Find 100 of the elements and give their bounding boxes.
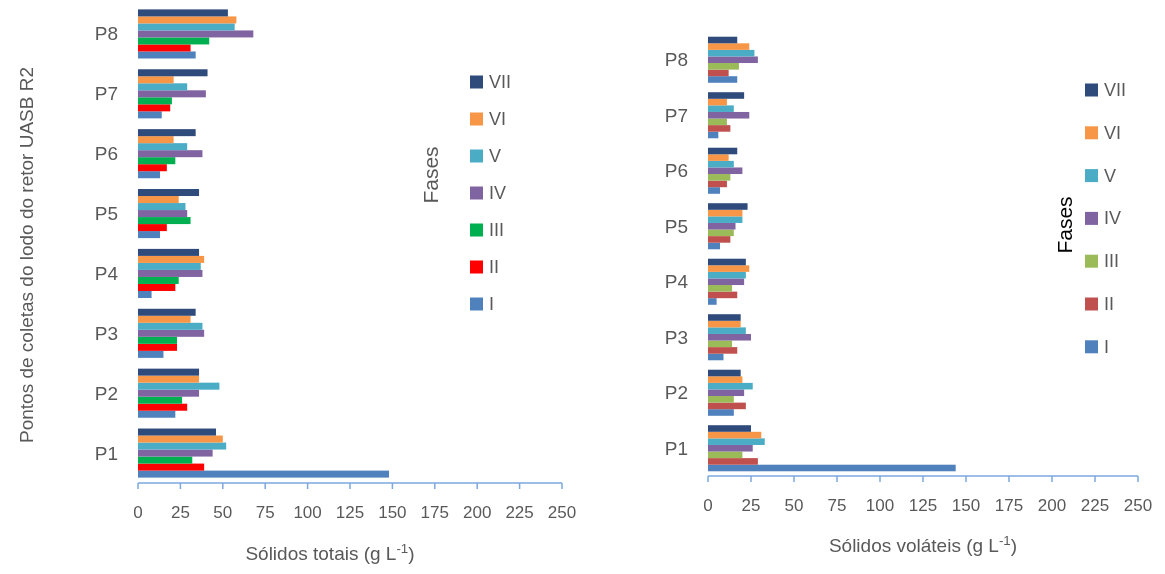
bar [138, 9, 228, 17]
y-tick-label: P7 [664, 104, 688, 126]
bar [708, 222, 736, 230]
bar [708, 167, 743, 175]
bar [138, 210, 188, 218]
bar [708, 187, 721, 194]
bar [138, 449, 213, 457]
x-tick-label: 150 [378, 502, 407, 522]
bar [138, 37, 210, 45]
bar [138, 143, 188, 151]
x-tick-label: 200 [463, 502, 492, 522]
bar [708, 174, 731, 181]
x-tick-label: 50 [213, 502, 233, 522]
y-tick-label: P4 [94, 262, 119, 284]
bar [138, 396, 183, 404]
bar [138, 224, 167, 232]
bar [138, 189, 200, 197]
bar [138, 322, 203, 330]
bar [138, 76, 174, 84]
bar [138, 157, 176, 165]
bar [138, 276, 179, 284]
bar [138, 30, 254, 38]
x-tick-label: 225 [505, 502, 534, 522]
x-tick-label: 250 [547, 502, 577, 522]
legend-label: IV [1104, 208, 1122, 229]
legend-label: IV [489, 183, 507, 203]
bar [708, 320, 741, 328]
bar [708, 258, 746, 266]
y-tick-label: P2 [94, 382, 118, 404]
bar [138, 350, 164, 358]
legend-label: II [489, 257, 500, 277]
bar [138, 389, 200, 397]
x-tick-label: 225 [1080, 495, 1110, 515]
bar [138, 23, 235, 31]
bar [708, 154, 729, 161]
bar [708, 105, 734, 112]
bar [138, 375, 200, 383]
bar [708, 347, 738, 354]
x-tick-label: 250 [1123, 495, 1153, 515]
bar [708, 242, 721, 250]
y-tick-label: P1 [664, 437, 688, 459]
bar [708, 458, 758, 465]
x-tick-label: 175 [994, 495, 1024, 515]
bar [138, 403, 188, 411]
y-tick-label: P6 [664, 160, 688, 182]
bar [138, 308, 196, 316]
y-tick-label: P8 [664, 49, 688, 71]
legend-label: VII [1104, 80, 1127, 100]
x-tick-label: 0 [133, 502, 143, 522]
bar [708, 278, 745, 286]
bar [708, 180, 727, 188]
bar [708, 376, 743, 383]
bar [708, 451, 743, 459]
x-tick-label: 75 [255, 502, 275, 522]
y-tick-label: P1 [94, 442, 118, 464]
bar [138, 111, 162, 119]
bar [708, 43, 750, 50]
bar [138, 203, 186, 211]
bar [708, 118, 727, 126]
x-tick-label: 50 [784, 495, 804, 515]
y-tick-label: P3 [94, 322, 118, 344]
bar [708, 314, 741, 321]
bar [708, 160, 734, 168]
bar [708, 265, 750, 272]
bar [138, 44, 191, 52]
bar [138, 231, 161, 239]
bar [138, 248, 200, 256]
legend-title: Fases [418, 146, 442, 204]
bar [708, 76, 738, 83]
bar [708, 431, 762, 439]
bar [708, 216, 743, 223]
y-tick-label: P5 [664, 215, 688, 237]
bar [708, 229, 734, 237]
bar [138, 463, 205, 471]
bar [138, 470, 390, 478]
legend-label: V [1104, 165, 1117, 186]
bar [708, 36, 738, 44]
legend-label: I [489, 294, 495, 314]
bar [138, 83, 188, 91]
bar [708, 98, 727, 106]
bar [138, 171, 161, 179]
y-axis-title: Pontos de coletas do lodo do retor UASB R2 [15, 66, 37, 444]
y-tick-label: P2 [664, 382, 688, 404]
legend-label: III [489, 220, 505, 240]
bar [138, 456, 193, 464]
bar [138, 410, 176, 418]
x-tick-label: 75 [827, 495, 847, 515]
bar [138, 262, 201, 270]
bar [708, 438, 765, 445]
y-tick-label: P4 [664, 271, 689, 293]
bar [138, 97, 172, 105]
bar [138, 255, 205, 263]
bar [708, 402, 746, 410]
bar [138, 428, 217, 436]
bar [138, 283, 176, 291]
legend-label: VI [1104, 122, 1122, 143]
bar [708, 298, 717, 305]
bar [708, 340, 733, 348]
bar [138, 196, 179, 204]
legend-label: V [489, 146, 502, 166]
